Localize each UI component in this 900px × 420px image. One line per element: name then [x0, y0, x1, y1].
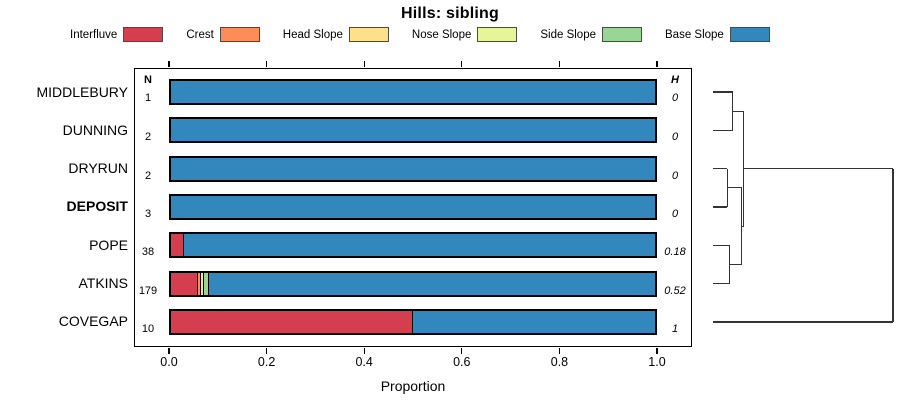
n-value: 2 — [144, 131, 152, 144]
n-column-header: N — [144, 74, 152, 86]
h-value: 0 — [671, 169, 679, 182]
n-value: 3 — [144, 207, 152, 220]
axis-tick-label: 0.4 — [355, 355, 373, 369]
x-axis-label: Proportion — [380, 378, 446, 394]
bar-segment-base-slope — [209, 272, 655, 295]
bar-segment-interfluve — [171, 272, 199, 295]
legend-item-interfluve: Interfluve — [70, 27, 164, 42]
axis-tick-bottom — [168, 348, 170, 354]
axis-tick-bottom — [461, 348, 463, 354]
bar-dryrun — [169, 155, 657, 182]
bar-middlebury — [169, 79, 657, 105]
legend-label: Nose Slope — [411, 28, 472, 41]
row-label-deposit: DEPOSIT — [66, 198, 128, 215]
dendrogram-line — [892, 168, 894, 322]
legend-label: Base Slope — [665, 28, 724, 41]
dendrogram-line — [732, 92, 734, 131]
bar-segment-base-slope — [171, 157, 655, 180]
legend-swatch — [123, 27, 164, 42]
axis-tick-label: 0.0 — [160, 355, 178, 369]
axis-tick-top — [363, 61, 365, 67]
n-value: 1 — [144, 92, 152, 104]
bar-segment-base-slope — [171, 81, 655, 103]
bar-segment-side-slope — [203, 272, 210, 295]
h-value: 0 — [671, 92, 679, 104]
legend-item-head-slope: Head Slope — [283, 27, 389, 42]
legend: Interfluve Crest Head Slope Nose Slope Side … — [70, 26, 770, 43]
axis-tick-bottom — [656, 348, 658, 354]
bar-segment-crest — [198, 272, 201, 295]
axis-tick-label: 0.2 — [257, 355, 276, 369]
dendrogram-line — [732, 110, 744, 112]
n-value: 2 — [144, 169, 152, 182]
bar-segment-interfluve — [171, 234, 184, 257]
dendrogram-line — [727, 187, 742, 189]
dendrogram-line — [729, 263, 742, 266]
axis-tick-top — [461, 61, 463, 67]
dendrogram-line — [713, 168, 728, 170]
legend-label: Side Slope — [540, 28, 596, 41]
bar-segment-head-slope — [201, 272, 204, 295]
n-value: 179 — [138, 284, 158, 297]
legend-swatch — [602, 27, 642, 42]
axis-tick-top — [558, 61, 561, 67]
legend-item-side-slope: Side Slope — [540, 27, 642, 42]
axis-tick-label: 1.0 — [648, 355, 666, 369]
row-label-dryrun: DRYRUN — [68, 160, 128, 177]
legend-item-crest: Crest — [186, 27, 260, 42]
h-value: 0 — [671, 207, 679, 220]
n-value: 10 — [141, 322, 155, 335]
bar-segment-base-slope — [413, 310, 655, 333]
h-value: 0.52 — [664, 284, 686, 297]
axis-tick-bottom — [558, 348, 561, 354]
row-label-pope: POPE — [89, 236, 128, 253]
dendrogram-line — [713, 321, 893, 323]
row-label-atkins: ATKINS — [78, 275, 128, 292]
row-label-covegap: COVEGAP — [58, 313, 128, 330]
dendrogram-line — [713, 129, 733, 131]
legend-swatch — [219, 27, 260, 42]
n-value: 38 — [141, 246, 155, 259]
legend-label: Crest — [186, 28, 214, 41]
bar-dunning — [169, 117, 657, 144]
h-column-header: H — [671, 74, 679, 86]
dendrogram-line — [713, 91, 733, 93]
h-value: 0.18 — [664, 246, 686, 259]
dendrogram-line — [713, 283, 730, 285]
dendrogram-line — [713, 206, 728, 208]
row-label-middlebury: MIDDLEBURY — [36, 83, 128, 100]
bar-segment-base-slope — [171, 195, 655, 218]
dendrogram-line — [743, 168, 893, 170]
axis-tick-top — [265, 61, 268, 67]
legend-label: Interfluve — [70, 28, 118, 41]
legend-swatch — [477, 27, 518, 42]
h-value: 1 — [671, 322, 679, 335]
legend-item-nose-slope: Nose Slope — [411, 27, 518, 42]
legend-item-base-slope: Base Slope — [665, 27, 770, 42]
bar-covegap — [169, 308, 657, 335]
axis-tick-bottom — [363, 348, 365, 354]
row-label-dunning: DUNNING — [62, 121, 128, 138]
bar-segment-interfluve — [171, 310, 413, 333]
chart-title: Hills: sibling — [401, 5, 499, 22]
axis-tick-bottom — [265, 348, 268, 354]
bar-segment-base-slope — [183, 234, 655, 257]
h-value: 0 — [671, 131, 679, 144]
bar-pope — [169, 232, 657, 259]
dendrogram-line — [741, 187, 743, 265]
dendrogram-line — [741, 225, 744, 227]
axis-tick-label: 0.6 — [453, 355, 471, 369]
legend-label: Head Slope — [282, 28, 343, 41]
axis-tick-top — [656, 61, 658, 67]
bar-atkins — [169, 270, 657, 297]
bar-segment-base-slope — [171, 119, 655, 142]
axis-tick-top — [168, 61, 170, 67]
legend-swatch — [348, 27, 389, 42]
bar-deposit — [169, 193, 657, 220]
dendrogram-line — [713, 244, 730, 246]
axis-tick-label: 0.8 — [550, 355, 569, 369]
legend-swatch — [729, 27, 770, 42]
